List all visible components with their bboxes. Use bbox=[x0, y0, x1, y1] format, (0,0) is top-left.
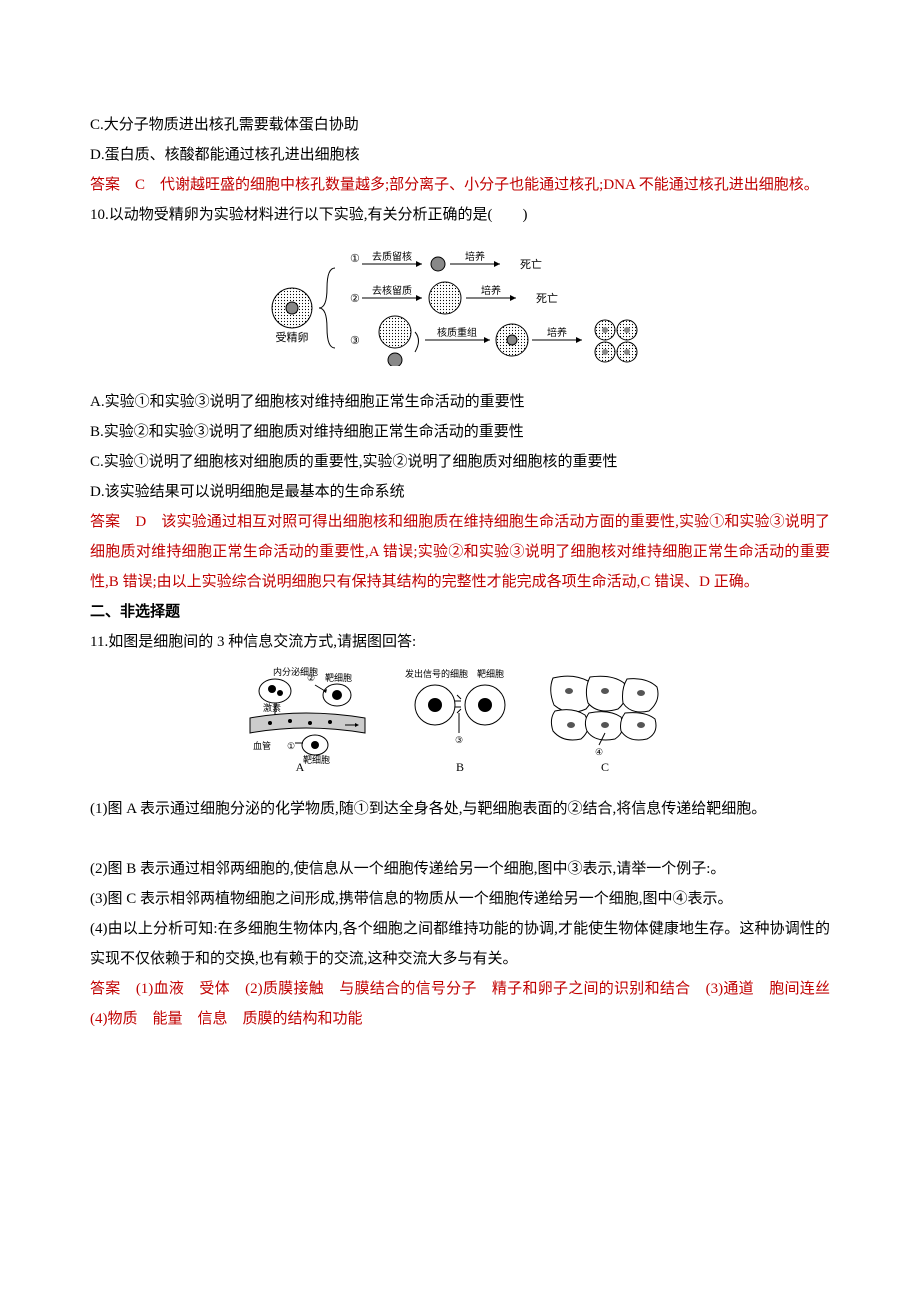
svg-text:培养: 培养 bbox=[547, 326, 567, 339]
answer-label: 答案 C bbox=[90, 177, 160, 193]
q11-diagram: 内分泌细胞 ② 靶细胞 激素 血管 ① 靶细胞 bbox=[90, 663, 830, 784]
section-heading: 二、非选择题 bbox=[90, 597, 830, 627]
svg-text:去核留质: 去核留质 bbox=[372, 284, 412, 297]
q10-opt-a: A.实验①和实验③说明了细胞核对维持细胞正常生命活动的重要性 bbox=[90, 387, 830, 417]
q10-opt-b: B.实验②和实验③说明了细胞质对维持细胞正常生命活动的重要性 bbox=[90, 417, 830, 447]
svg-text:①: ① bbox=[287, 741, 295, 751]
q11-stem: 11.如图是细胞间的 3 种信息交流方式,请据图回答: bbox=[90, 627, 830, 657]
q11-3: (3)图 C 表示相邻两植物细胞之间形成,携带信息的物质从一个细胞传递给另一个细… bbox=[90, 884, 830, 914]
svg-text:②: ② bbox=[307, 673, 315, 683]
answer-c: 答案 C 代谢越旺盛的细胞中核孔数量越多;部分离子、小分子也能通过核孔;DNA … bbox=[90, 170, 830, 200]
svg-text:C: C bbox=[601, 760, 609, 773]
svg-text:培养: 培养 bbox=[481, 284, 501, 297]
svg-text:受精卵: 受精卵 bbox=[276, 331, 309, 344]
svg-text:靶细胞: 靶细胞 bbox=[325, 672, 352, 683]
document-page: C.大分子物质进出核孔需要载体蛋白协助 D.蛋白质、核酸都能通过核孔进出细胞核 … bbox=[0, 0, 920, 1302]
q11-answer: 答案 (1)血液 受体 (2)质膜接触 与膜结合的信号分子 精子和卵子之间的识别… bbox=[90, 974, 830, 1034]
q11-1: (1)图 A 表示通过细胞分泌的化学物质,随①到达全身各处,与靶细胞表面的②结合… bbox=[90, 794, 830, 824]
answer-label: 答案 D bbox=[90, 514, 161, 530]
svg-text:去质留核: 去质留核 bbox=[372, 250, 412, 263]
svg-text:靶细胞: 靶细胞 bbox=[303, 754, 330, 765]
svg-text:②: ② bbox=[350, 293, 360, 305]
q10-opt-d: D.该实验结果可以说明细胞是最基本的生命系统 bbox=[90, 477, 830, 507]
q10-stem: 10.以动物受精卵为实验材料进行以下实验,有关分析正确的是( ) bbox=[90, 200, 830, 230]
answer-text: 代谢越旺盛的细胞中核孔数量越多;部分离子、小分子也能通过核孔;DNA 不能通过核… bbox=[160, 177, 819, 193]
svg-text:A: A bbox=[296, 760, 305, 773]
svg-text:③: ③ bbox=[350, 335, 360, 347]
q10-opt-c: C.实验①说明了细胞核对细胞质的重要性,实验②说明了细胞质对细胞核的重要性 bbox=[90, 447, 830, 477]
svg-text:死亡: 死亡 bbox=[536, 291, 558, 305]
answer-text: 该实验通过相互对照可得出细胞核和细胞质在维持细胞生命活动方面的重要性,实验①和实… bbox=[90, 514, 830, 590]
answer-label: 答案 bbox=[90, 981, 136, 997]
svg-text:④: ④ bbox=[595, 747, 603, 757]
option-c: C.大分子物质进出核孔需要载体蛋白协助 bbox=[90, 110, 830, 140]
svg-text:血管: 血管 bbox=[253, 740, 271, 751]
svg-text:①: ① bbox=[350, 253, 360, 265]
answer-text: (1)血液 受体 (2)质膜接触 与膜结合的信号分子 精子和卵子之间的识别和结合… bbox=[90, 981, 845, 1027]
svg-text:发出信号的细胞: 发出信号的细胞 bbox=[405, 668, 468, 679]
q11-2: (2)图 B 表示通过相邻两细胞的,使信息从一个细胞传递给另一个细胞,图中③表示… bbox=[90, 854, 830, 884]
q10-answer: 答案 D 该实验通过相互对照可得出细胞核和细胞质在维持细胞生命活动方面的重要性,… bbox=[90, 507, 830, 597]
q10-diagram: 受精卵 ① 去质留核 培养 死亡 ② 去核留质 培养 死亡 ③ 核质重 bbox=[90, 236, 830, 377]
option-d: D.蛋白质、核酸都能通过核孔进出细胞核 bbox=[90, 140, 830, 170]
svg-text:激素: 激素 bbox=[263, 702, 281, 713]
svg-text:B: B bbox=[456, 760, 464, 773]
svg-text:③: ③ bbox=[455, 735, 463, 745]
svg-text:培养: 培养 bbox=[465, 250, 485, 263]
svg-text:核质重组: 核质重组 bbox=[437, 326, 477, 339]
svg-text:死亡: 死亡 bbox=[520, 257, 542, 271]
blank-line bbox=[90, 824, 830, 854]
q11-4: (4)由以上分析可知:在多细胞生物体内,各个细胞之间都维持功能的协调,才能使生物… bbox=[90, 914, 830, 974]
svg-text:靶细胞: 靶细胞 bbox=[477, 668, 504, 679]
